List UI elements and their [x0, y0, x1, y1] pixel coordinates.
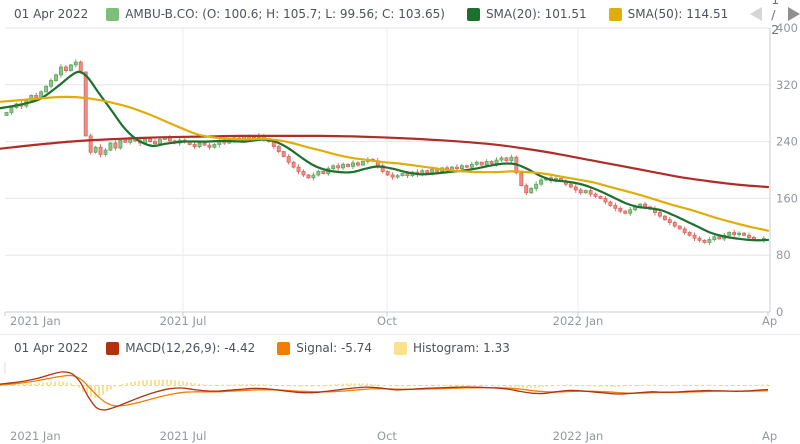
macd-x-axis-label: 2022 Jan: [553, 429, 604, 443]
legend-pager: 1 / 2: [750, 0, 800, 37]
macd-legend: 01 Apr 2022 MACD(12,26,9): -4.42 Signal:…: [0, 336, 800, 360]
macd-crosshair-date: 01 Apr 2022: [14, 341, 89, 355]
candles[interactable]: [4, 59, 766, 246]
legend-page-indicator: 1 / 2: [771, 0, 780, 37]
y-axis-label: 320: [776, 78, 798, 92]
legend-item-sma20[interactable]: SMA(20): 101.51: [466, 7, 587, 21]
x-axis-label: Ap: [762, 314, 777, 328]
macd-swatch: [106, 341, 120, 355]
x-axis-label: 2021 Jan: [10, 314, 61, 328]
macd-x-axis-label: Ap: [762, 429, 777, 443]
price-chart-legend: 01 Apr 2022 AMBU-B.CO: (O: 100.6; H: 105…: [0, 0, 800, 37]
legend-item-signal[interactable]: Signal: -5.74: [277, 341, 372, 355]
legend-next-arrow-icon[interactable]: [788, 7, 800, 21]
macd-x-axis-label: 2021 Jan: [10, 429, 61, 443]
price-chart-canvas[interactable]: 0 80 160 240 320 400 2021 Jan 2021 Jul Oct 2022 J…: [0, 0, 800, 334]
x-axis-label: 2021 Jul: [160, 314, 207, 328]
price-series-label: AMBU-B.CO: (O: 100.6; H: 105.7; L: 99.56…: [125, 7, 445, 21]
sma50-swatch: [608, 7, 622, 21]
crosshair-date: 01 Apr 2022: [14, 7, 89, 21]
legend-item-price[interactable]: AMBU-B.CO: (O: 100.6; H: 105.7; L: 99.56…: [106, 7, 445, 21]
macd-x-axis-label: Oct: [377, 429, 397, 443]
gridlines: [4, 27, 771, 316]
x-axis-label: 2022 Jan: [553, 314, 604, 328]
histogram-swatch: [394, 341, 408, 355]
legend-item-macd[interactable]: MACD(12,26,9): -4.42: [106, 341, 255, 355]
price-series-swatch: [106, 7, 120, 21]
macd-lines: [0, 371, 769, 411]
macd-gridlines: [4, 362, 770, 387]
overlay-lines: [0, 70, 770, 242]
macd-label: MACD(12,26,9): -4.42: [125, 341, 256, 355]
histogram-label: Histogram: 1.33: [413, 341, 510, 355]
sma20-swatch: [466, 7, 480, 21]
line-macd: [0, 371, 769, 411]
legend-prev-arrow-icon[interactable]: [750, 7, 763, 21]
macd-axis-labels: 2021 Jan 2021 Jul Oct 2022 Jan Ap: [10, 429, 777, 443]
sma50-label: SMA(50): 114.51: [627, 7, 729, 21]
line-signal: [0, 374, 769, 407]
y-axis-label: 160: [776, 191, 798, 205]
line-sma-long: [0, 134, 770, 189]
y-axis-label: 400: [776, 21, 798, 35]
x-axis-label: Oct: [377, 314, 397, 328]
axis-labels: 0 80 160 240 320 400 2021 Jan 2021 Jul Oct 2022 J…: [10, 21, 798, 328]
line-sma20: [0, 70, 770, 242]
y-axis-label: 80: [776, 248, 791, 262]
signal-label: Signal: -5.74: [296, 341, 373, 355]
y-axis-label: 0: [776, 305, 783, 319]
line-sma50: [0, 95, 770, 232]
macd-histogram: [6, 379, 768, 399]
legend-item-histogram[interactable]: Histogram: 1.33: [394, 341, 510, 355]
legend-item-sma50[interactable]: SMA(50): 114.51: [608, 7, 729, 21]
macd-chart-canvas[interactable]: 2021 Jan 2021 Jul Oct 2022 Jan Ap: [0, 360, 800, 444]
panel-separator: [0, 334, 800, 335]
macd-x-axis-label: 2021 Jul: [160, 429, 207, 443]
signal-swatch: [277, 341, 291, 355]
y-axis-label: 240: [776, 135, 798, 149]
sma20-label: SMA(20): 101.51: [485, 7, 587, 21]
